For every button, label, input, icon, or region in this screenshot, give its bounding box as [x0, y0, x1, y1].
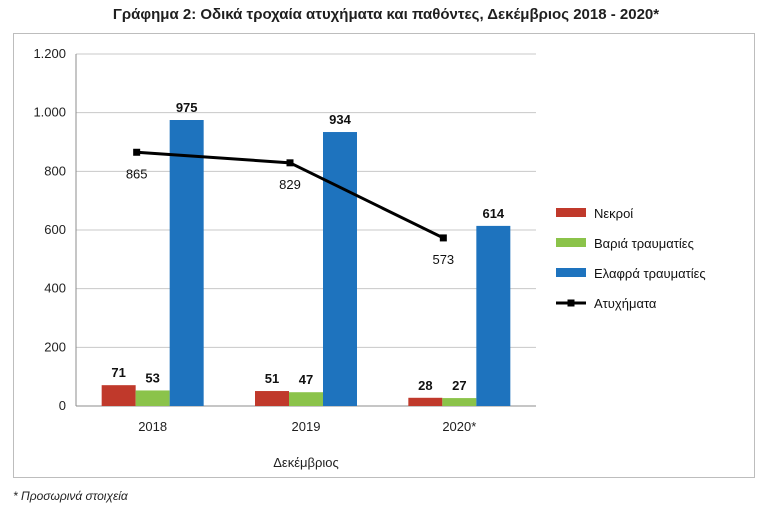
line-point — [439, 234, 447, 242]
line-data-label: 573 — [432, 252, 454, 267]
legend-swatch — [556, 238, 586, 247]
bar-data-label: 975 — [176, 100, 198, 115]
y-tick-label: 800 — [44, 163, 66, 178]
bar-data-label: 71 — [111, 365, 125, 380]
y-tick-label: 400 — [44, 281, 66, 296]
y-tick-label: 0 — [59, 398, 66, 413]
chart-frame — [13, 33, 755, 478]
chart-title: Γράφημα 2: Οδικά τροχαία ατυχήματα και π… — [112, 6, 660, 23]
footnote: * Προσωρινά στοιχεία — [13, 489, 128, 503]
bar — [169, 120, 204, 406]
legend-marker — [567, 299, 575, 307]
bar — [289, 392, 323, 406]
legend-label: Νεκροί — [594, 206, 633, 221]
bar-data-label: 27 — [452, 378, 466, 393]
legend-label: Ατυχήματα — [594, 296, 657, 311]
legend-label: Βαριά τραυματίες — [594, 236, 694, 251]
bar — [408, 397, 443, 406]
y-tick-label: 200 — [44, 339, 66, 354]
bar — [442, 398, 477, 406]
bar — [101, 385, 136, 406]
line-data-label: 829 — [279, 177, 301, 192]
bar-data-label: 51 — [265, 371, 279, 386]
legend-swatch — [556, 268, 586, 277]
bar-data-label: 53 — [145, 370, 159, 385]
bar-data-label: 28 — [418, 378, 432, 393]
legend-swatch — [556, 208, 586, 217]
bar — [255, 391, 289, 406]
y-tick-label: 1.200 — [33, 46, 66, 61]
bar — [476, 225, 511, 406]
bar-data-label: 934 — [329, 112, 351, 127]
line-point — [286, 159, 294, 167]
line-data-label: 865 — [126, 166, 148, 181]
legend-label: Ελαφρά τραυματίες — [594, 266, 706, 281]
x-tick-label: 2018 — [138, 419, 167, 434]
y-tick-label: 600 — [44, 222, 66, 237]
x-tick-label: 2020* — [442, 419, 476, 434]
bar — [323, 132, 357, 406]
y-tick-label: 1.000 — [33, 105, 66, 120]
bar — [135, 390, 170, 406]
line-point — [133, 148, 141, 156]
x-tick-label: 2019 — [292, 419, 321, 434]
bar-data-label: 614 — [482, 206, 504, 221]
bar-data-label: 47 — [299, 372, 313, 387]
x-axis-title: Δεκέμβριος — [273, 455, 339, 470]
